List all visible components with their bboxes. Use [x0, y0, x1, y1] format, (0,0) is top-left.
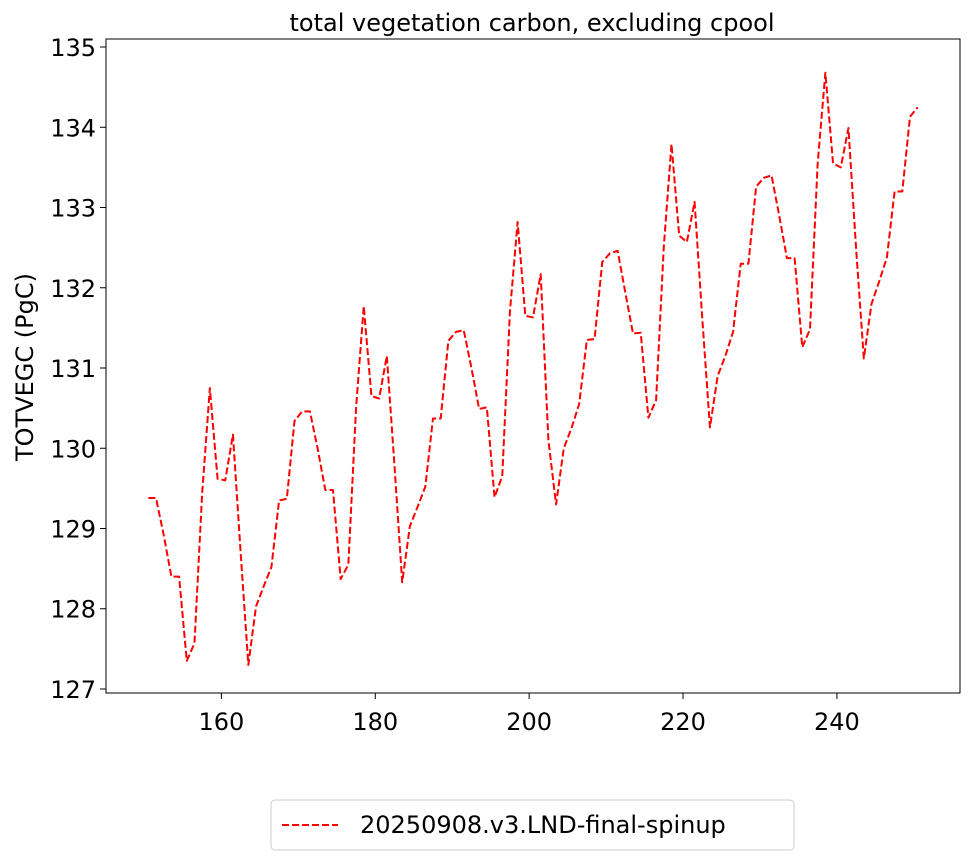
- y-tick-label: 128: [50, 596, 96, 624]
- y-tick-label: 130: [50, 435, 96, 463]
- x-tick-label: 200: [506, 708, 552, 736]
- chart-title: total vegetation carbon, excluding cpool: [290, 9, 775, 37]
- y-tick-label: 129: [50, 515, 96, 543]
- y-tick-label: 134: [50, 114, 96, 142]
- plot-frame: [105, 38, 961, 694]
- series-line-0: [148, 71, 919, 666]
- x-tick-label: 240: [814, 708, 860, 736]
- x-axis: 160 180 200 220 240: [198, 693, 860, 736]
- y-tick-label: 131: [50, 355, 96, 383]
- x-tick-label: 180: [352, 708, 398, 736]
- y-axis: 127 128 129 130 131 132 133 134 135: [50, 34, 106, 704]
- y-tick-label: 135: [50, 34, 96, 62]
- plot-area: [105, 38, 961, 694]
- y-tick-label: 127: [50, 676, 96, 704]
- y-tick-label: 132: [50, 275, 96, 303]
- y-axis-label: TOTVEGC (PgC): [11, 273, 39, 462]
- x-tick-label: 220: [660, 708, 706, 736]
- legend-box: [270, 799, 795, 851]
- legend: 20250908.v3.LND-final-spinup: [270, 799, 795, 851]
- y-tick-label: 133: [50, 195, 96, 223]
- legend-series-label: 20250908.v3.LND-final-spinup: [360, 811, 726, 839]
- x-tick-label: 160: [198, 708, 244, 736]
